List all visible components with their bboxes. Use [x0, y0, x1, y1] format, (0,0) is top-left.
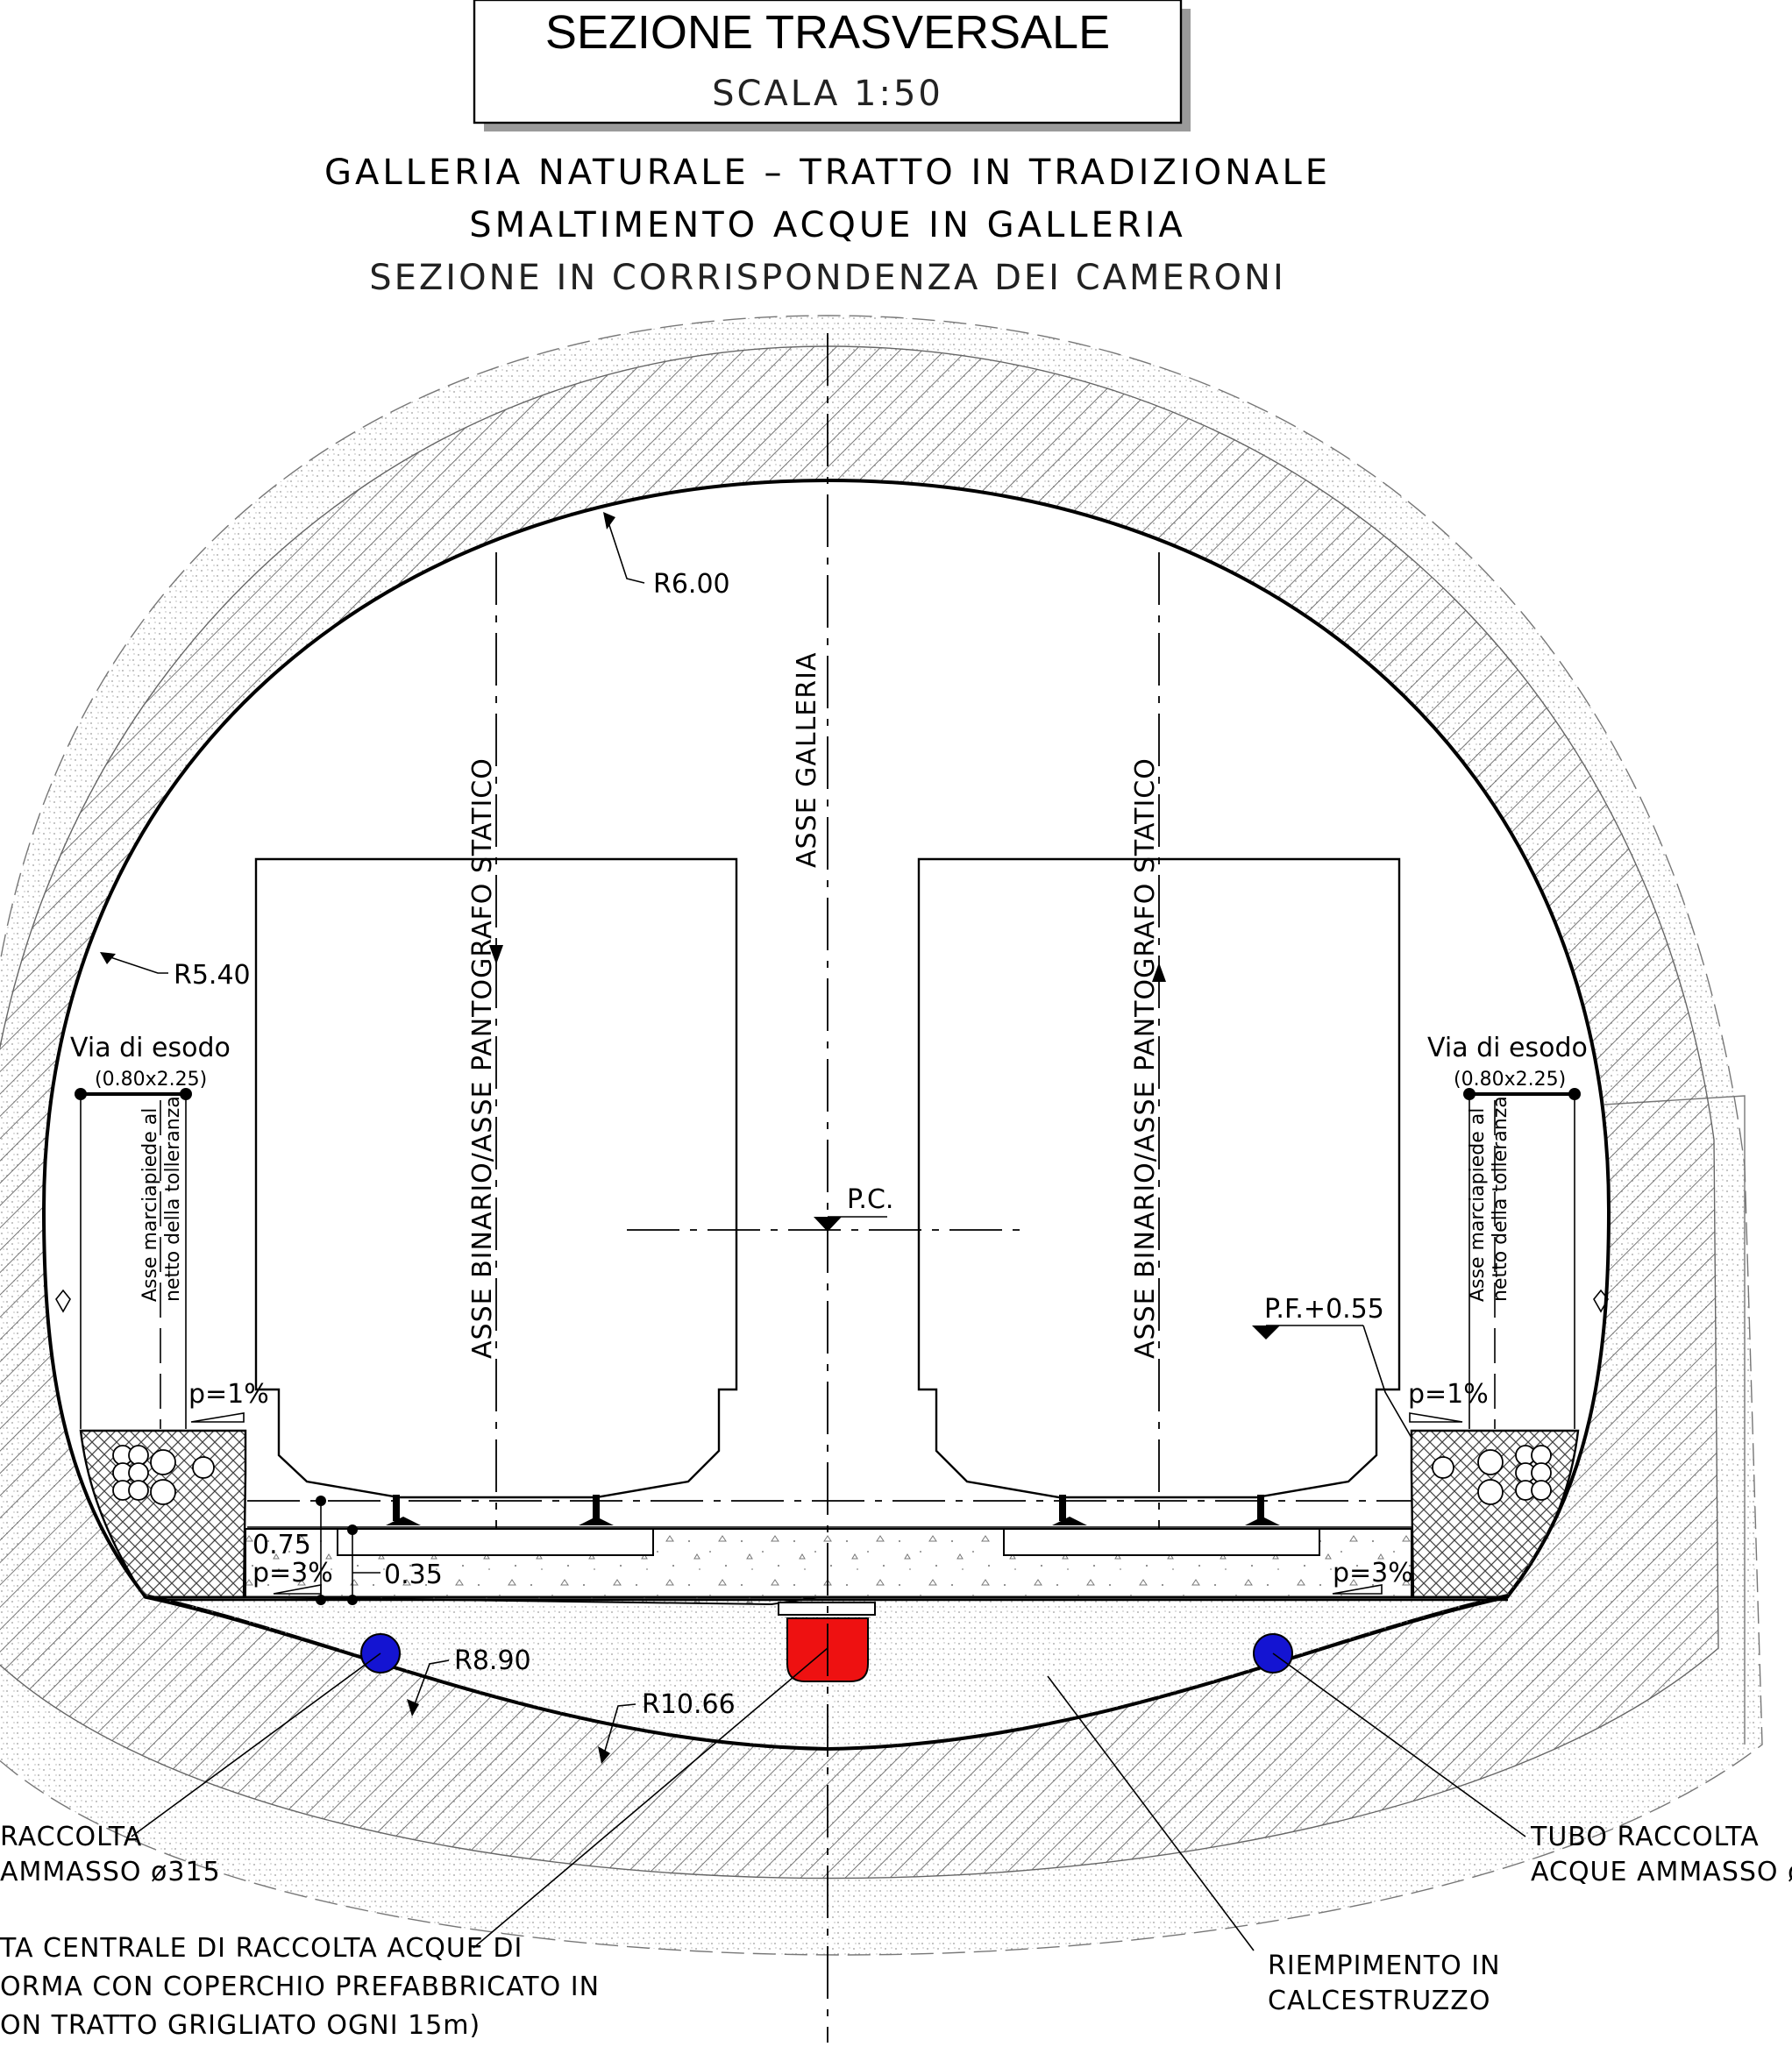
central-drain-channel [778, 1602, 876, 1682]
slope-walkway-right: p=1% [1408, 1379, 1489, 1423]
note-fill: RIEMPIMENTO IN CALCESTRUZZO [1268, 1951, 1501, 2016]
radius-invert-outer: R10.66 [598, 1689, 736, 1764]
escape-route-right-label: Via di esodo [1427, 1033, 1588, 1063]
escape-note-left-2: netto della tolleranza [162, 1096, 184, 1302]
leader-channel [473, 1647, 828, 1949]
cable-ducts-right [1432, 1445, 1552, 1505]
slope-walkway-left-label: p=1% [188, 1379, 269, 1410]
radius-invert-inner-label: R8.90 [454, 1645, 531, 1676]
radius-crown-label: R6.00 [653, 569, 730, 600]
escape-note-right-2: netto della tolleranza [1490, 1096, 1511, 1302]
title-box-frame [473, 0, 1183, 124]
title-box: SEZIONE TRASVERSALE SCALA 1:50 [473, 0, 1191, 131]
clearance-gauge-left [254, 857, 738, 1499]
note-pipe-right-1: TUBO RACCOLTA [1530, 1822, 1760, 1852]
pf-level-label: P.F.+0.55 [1264, 1294, 1384, 1325]
dimension-height-label: 0.75 [252, 1530, 311, 1560]
radius-side: R5.40 [100, 952, 251, 991]
note-pipe-left-1: RACCOLTA [0, 1822, 142, 1852]
radius-side-label: R5.40 [174, 960, 251, 991]
drawing-scale: SCALA 1:50 [712, 74, 943, 114]
note-channel-2: ORMA CON COPERCHIO PREFABBRICATO IN [0, 1972, 600, 2002]
escape-route-left-dims: (0.80x2.25) [95, 1069, 207, 1091]
note-pipe-left-2: AMMASSO ø315 [0, 1857, 221, 1887]
slope-base-right-label: p=3% [1333, 1558, 1413, 1588]
escape-route-right: Via di esodo (0.80x2.25) Asse marciapied… [1427, 1033, 1588, 1429]
radius-invert-inner: R8.90 [407, 1645, 531, 1716]
heading-line-2: SMALTIMENTO ACQUE IN GALLERIA [469, 205, 1186, 245]
dimension-offset-label: 0.35 [384, 1560, 443, 1590]
heading-line-1: GALLERIA NATURALE – TRATTO IN TRADIZIONA… [324, 153, 1331, 193]
radius-invert-outer-label: R10.66 [642, 1689, 736, 1720]
slope-walkway-left: p=1% [188, 1379, 269, 1423]
slope-base-right: p=3% [1332, 1558, 1413, 1595]
leader-pipe-left [131, 1652, 381, 1837]
escape-route-left: Via di esodo (0.80x2.25) Asse marciapied… [70, 1033, 231, 1429]
tunnel-axis-label: ASSE GALLERIA [792, 652, 822, 868]
slope-walkway-right-label: p=1% [1408, 1379, 1489, 1410]
rail-fastenings [386, 1495, 1280, 1525]
heading-line-3: SEZIONE IN CORRISPONDENZA DEI CAMERONI [369, 258, 1286, 298]
note-fill-2: CALCESTRUZZO [1268, 1986, 1490, 2016]
cable-ducts-left [112, 1445, 215, 1505]
track-arrow-left [489, 945, 503, 964]
leader-fill [1047, 1675, 1255, 1951]
sleeper-right [1003, 1528, 1320, 1556]
escape-note-right-1: Asse marciapiede al [1467, 1108, 1489, 1302]
dimension-height: 0.75 0.35 [252, 1496, 443, 1605]
sleeper-left [337, 1528, 654, 1556]
note-channel-3: ON TRATTO GRIGLIATO OGNI 15m) [0, 2010, 480, 2041]
wall-fixture-right [1593, 1289, 1609, 1313]
note-pipe-left: RACCOLTA AMMASSO ø315 [0, 1822, 221, 1887]
escape-route-right-dims: (0.80x2.25) [1454, 1069, 1566, 1091]
wall-fixture-left [55, 1289, 71, 1313]
escape-route-left-label: Via di esodo [70, 1033, 231, 1063]
note-channel-1: TA CENTRALE DI RACCOLTA ACQUE DI [0, 1933, 523, 1964]
pc-level-marker: P.C. [814, 1184, 893, 1232]
track-axis-right-label: ASSE BINARIO/ASSE PANTOGRAFO STATICO [1130, 757, 1161, 1359]
radius-crown: R6.00 [603, 512, 730, 600]
note-pipe-right: TUBO RACCOLTA ACQUE AMMASSO ø315 [1530, 1822, 1792, 1887]
drawing-title: SEZIONE TRASVERSALE [545, 6, 1110, 59]
track-arrow-right [1152, 963, 1166, 982]
note-channel: TA CENTRALE DI RACCOLTA ACQUE DI ORMA CO… [0, 1933, 600, 2041]
leader-pipe-right [1272, 1652, 1526, 1837]
escape-note-left-1: Asse marciapiede al [139, 1108, 161, 1302]
slope-base-left: p=3% [252, 1558, 333, 1595]
clearance-gauge-right [917, 857, 1401, 1499]
pc-level-label: P.C. [847, 1184, 893, 1215]
pf-level-marker: P.F.+0.55 [1252, 1294, 1412, 1439]
slope-base-left-label: p=3% [252, 1558, 333, 1588]
track-axis-left-label: ASSE BINARIO/ASSE PANTOGRAFO STATICO [467, 757, 498, 1359]
note-fill-1: RIEMPIMENTO IN [1268, 1951, 1501, 1981]
note-pipe-right-2: ACQUE AMMASSO ø315 [1531, 1857, 1792, 1887]
